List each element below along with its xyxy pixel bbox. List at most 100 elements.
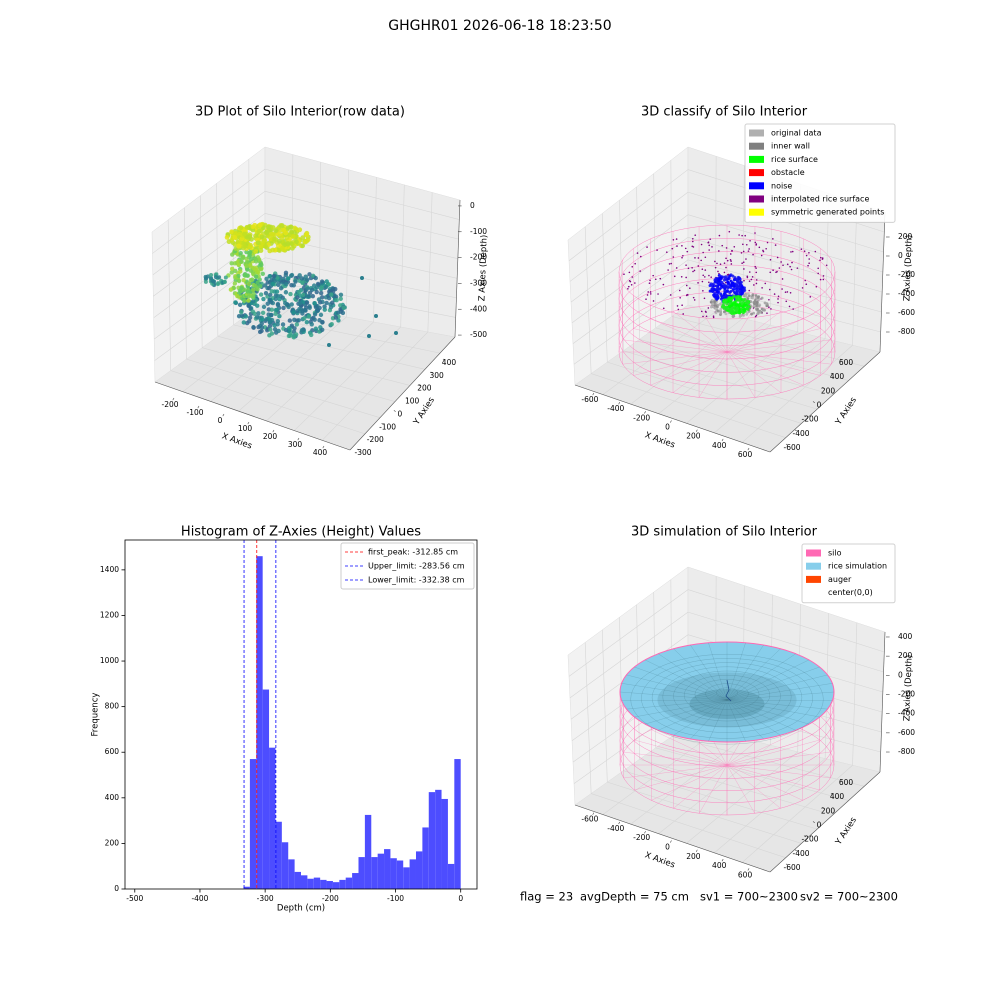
point: [669, 294, 672, 296]
pane-grid: [400, 184, 405, 328]
point: [270, 225, 276, 230]
point: [686, 250, 689, 253]
point: [280, 245, 285, 251]
x-tick-label: -100: [387, 894, 404, 903]
z-tick-label: -300: [470, 278, 487, 287]
point: [256, 228, 262, 234]
point: [631, 276, 634, 278]
pane-grid: [658, 324, 771, 414]
point: [748, 289, 751, 292]
rice-mesh: [726, 653, 796, 701]
point: [336, 318, 341, 323]
point: [685, 264, 687, 266]
point: [730, 260, 732, 262]
x-tick: [222, 413, 225, 417]
bar: [352, 873, 359, 889]
point: [367, 334, 371, 338]
point: [700, 259, 702, 262]
point: [236, 278, 242, 284]
y-tick: [812, 821, 815, 823]
legend-swatch: [749, 195, 764, 203]
x-tick: [644, 411, 646, 414]
point: [236, 313, 242, 319]
point: [634, 262, 636, 265]
point: [300, 243, 306, 249]
y-tick-label: 1200: [100, 610, 119, 619]
point: [322, 307, 327, 312]
point: [294, 322, 300, 327]
point: [286, 225, 291, 231]
point: [717, 273, 721, 277]
chart-title: 3D simulation of Silo Interior: [631, 525, 818, 540]
y-axis-label: Frequency: [91, 693, 101, 737]
y-tick-label: 200: [821, 806, 836, 815]
point: [639, 255, 642, 258]
pane-grid: [202, 347, 396, 402]
point: [232, 261, 238, 266]
silo-spoke: [623, 751, 728, 766]
point: [675, 267, 678, 269]
point: [705, 315, 708, 318]
point: [648, 282, 651, 284]
silo-spoke: [622, 339, 728, 353]
y-tick: [803, 415, 806, 418]
y-tick-label: 400: [830, 372, 845, 381]
pane-grid: [183, 207, 187, 360]
pane-grid: [591, 793, 786, 858]
y-tick: [381, 423, 384, 425]
point: [232, 235, 238, 240]
x-tick-label: 400: [313, 448, 328, 457]
point: [743, 279, 745, 282]
pane-grid: [568, 589, 689, 677]
y-tick-label: 200: [821, 386, 836, 395]
axis-line: [574, 384, 771, 453]
point: [763, 301, 767, 305]
point: [712, 284, 716, 288]
y-tick: [821, 387, 824, 389]
x-tick-label: -600: [581, 815, 598, 824]
point: [762, 250, 765, 253]
legend-label: original data: [771, 129, 822, 138]
z-tick-label: 200: [898, 651, 913, 660]
point: [230, 266, 235, 272]
pane-grid: [232, 171, 234, 325]
y-tick-label: 600: [105, 747, 120, 756]
point: [713, 295, 717, 299]
point: [230, 252, 235, 257]
axis-line: [769, 351, 881, 453]
point: [670, 262, 672, 265]
point: [261, 304, 267, 310]
point: [245, 273, 250, 278]
point: [304, 238, 310, 244]
point: [733, 246, 736, 248]
silo-spoke: [726, 751, 831, 766]
point: [730, 263, 733, 265]
point: [737, 303, 741, 307]
point: [713, 305, 716, 309]
y-tick: [442, 358, 445, 361]
bar: [339, 879, 346, 889]
rice-mesh: [726, 699, 781, 736]
point: [239, 259, 244, 264]
point: [758, 246, 761, 249]
rice-mesh: [673, 699, 728, 736]
rice-mesh: [726, 666, 820, 701]
point: [720, 296, 724, 300]
point: [255, 240, 261, 246]
point: [224, 235, 230, 240]
x-tick: [695, 429, 698, 432]
pane-grid: [321, 331, 429, 441]
point: [333, 315, 339, 320]
rice-mesh: [673, 648, 728, 701]
point: [752, 304, 756, 308]
x-tick: [172, 397, 175, 401]
point: [725, 247, 728, 249]
silo-spoke: [623, 764, 728, 779]
point: [760, 254, 763, 257]
pane-grid: [655, 747, 849, 801]
point: [309, 322, 314, 327]
pane-grid: [630, 318, 744, 405]
point: [268, 292, 273, 297]
y-tick-label: 0: [114, 884, 119, 893]
point: [258, 292, 264, 297]
